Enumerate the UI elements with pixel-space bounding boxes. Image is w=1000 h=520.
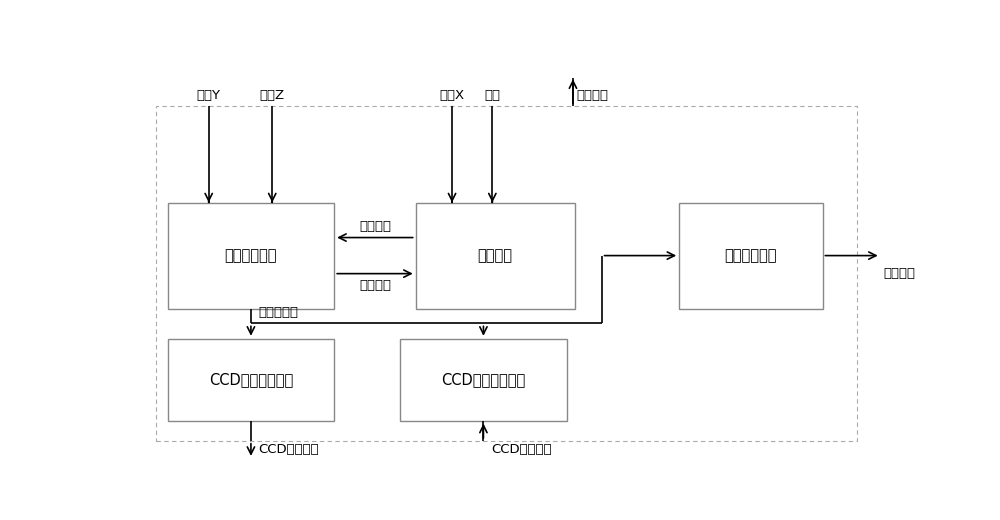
Text: 打包发送模块: 打包发送模块 (725, 248, 777, 263)
Bar (168, 202, 334, 309)
Text: 时钟X: 时钟X (439, 89, 465, 102)
Bar (168, 339, 334, 421)
Text: CCD时序驱动模块: CCD时序驱动模块 (209, 372, 293, 387)
Text: 时钟Z: 时钟Z (260, 89, 285, 102)
Bar (156, 107, 857, 441)
Text: 时钟选择模块: 时钟选择模块 (225, 248, 277, 263)
Bar (400, 339, 567, 421)
Text: 使用的时钟: 使用的时钟 (259, 306, 299, 319)
Text: CCD图像数据: CCD图像数据 (491, 443, 552, 456)
Text: 时钟Y: 时钟Y (197, 89, 221, 102)
Text: CCD驱动时序: CCD驱动时序 (259, 443, 319, 456)
Text: 时钟监测: 时钟监测 (359, 279, 391, 292)
Text: 时钟使能: 时钟使能 (577, 89, 609, 102)
Text: 通讯模块: 通讯模块 (478, 248, 513, 263)
Text: 通讯: 通讯 (484, 89, 500, 102)
Bar (416, 202, 574, 309)
Bar (679, 202, 822, 309)
Text: 图像数据: 图像数据 (883, 267, 915, 280)
Text: 时钟选择: 时钟选择 (359, 220, 391, 233)
Text: CCD信号处理模块: CCD信号处理模块 (441, 372, 526, 387)
